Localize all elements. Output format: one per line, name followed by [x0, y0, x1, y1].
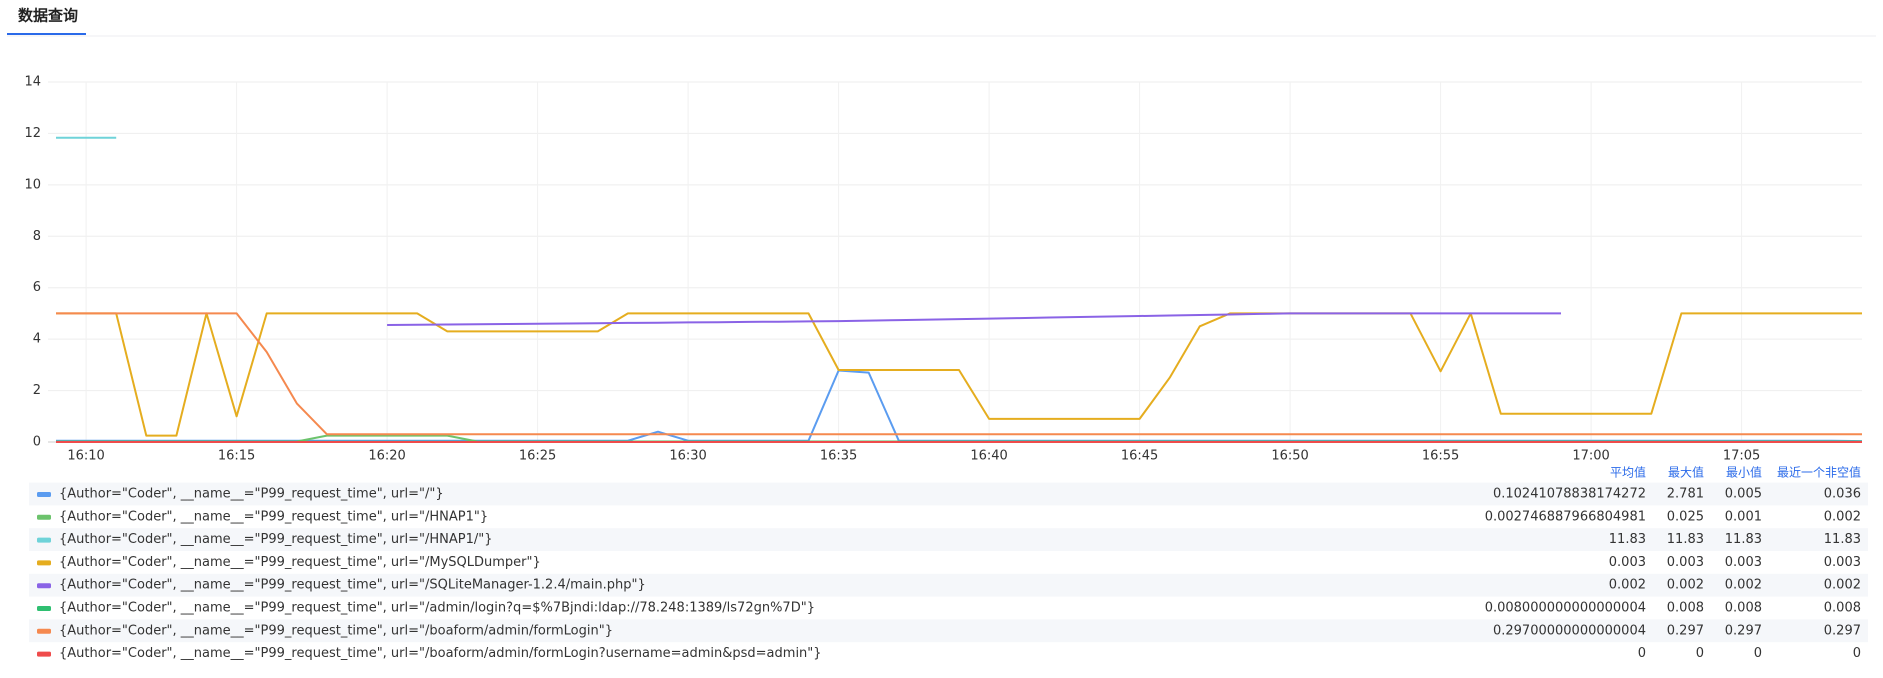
stat-value: 0.003	[1824, 555, 1861, 570]
legend-entry[interactable]: {Author="Coder", __name__="P99_request_t…	[59, 578, 646, 593]
y-tick-label: 8	[33, 229, 41, 244]
y-tick-label: 0	[33, 435, 41, 450]
stat-value: 0.29700000000000004	[1493, 623, 1646, 638]
row-background	[29, 619, 1868, 643]
stat-value: 0.297	[1824, 623, 1861, 638]
stat-value: 0.002	[1824, 509, 1861, 524]
stat-value: 11.83	[1824, 532, 1861, 547]
stat-value: 0.036	[1824, 487, 1861, 502]
stat-value: 0.297	[1725, 623, 1762, 638]
stat-value: 0	[1696, 646, 1704, 661]
stat-value: 0.008000000000000004	[1485, 601, 1646, 616]
stat-value: 2.781	[1667, 487, 1704, 502]
tab-underline	[7, 33, 86, 35]
stat-value: 11.83	[1667, 532, 1704, 547]
x-tick-label: 16:10	[67, 449, 104, 464]
legend-entry[interactable]: {Author="Coder", __name__="P99_request_t…	[59, 509, 488, 524]
y-tick-label: 6	[33, 280, 41, 295]
x-tick-label: 17:00	[1572, 449, 1609, 464]
y-tick-label: 4	[33, 332, 41, 347]
stat-value: 11.83	[1725, 532, 1762, 547]
y-tick-label: 14	[24, 75, 41, 90]
x-tick-label: 16:25	[519, 449, 556, 464]
row-background	[29, 482, 1868, 506]
legend-swatch	[37, 560, 51, 566]
x-tick-label: 16:15	[218, 449, 255, 464]
stat-value: 0.003	[1667, 555, 1704, 570]
stat-value: 0.001	[1725, 509, 1762, 524]
stat-value: 0.008	[1725, 601, 1762, 616]
column-header: 最近一个非空值	[1777, 465, 1861, 480]
x-tick-label: 16:55	[1422, 449, 1459, 464]
legend-entry[interactable]: {Author="Coder", __name__="P99_request_t…	[59, 487, 444, 502]
y-tick-label: 10	[24, 177, 41, 192]
row-background	[29, 528, 1868, 551]
stat-value: 0.008	[1824, 601, 1861, 616]
stat-value: 0.002	[1609, 578, 1646, 593]
column-header: 最大值	[1668, 465, 1704, 480]
tab-title[interactable]: 数据查询	[18, 7, 78, 25]
x-tick-label: 16:50	[1271, 449, 1308, 464]
stat-value: 0.002	[1667, 578, 1704, 593]
stat-value: 0.297	[1667, 623, 1704, 638]
x-tick-label: 16:20	[368, 449, 405, 464]
series-line	[387, 312, 1561, 326]
stat-value: 0.025	[1667, 509, 1704, 524]
y-tick-label: 2	[33, 383, 41, 398]
legend-swatch	[37, 537, 51, 543]
legend-swatch	[37, 606, 51, 611]
stat-value: 11.83	[1609, 532, 1646, 547]
legend-entry[interactable]: {Author="Coder", __name__="P99_request_t…	[59, 555, 541, 570]
x-tick-label: 16:40	[970, 449, 1007, 464]
x-tick-label: 16:30	[669, 449, 706, 464]
column-header: 最小值	[1726, 465, 1762, 480]
legend-swatch	[37, 514, 51, 520]
x-tick-label: 17:05	[1723, 449, 1760, 464]
stat-value: 0.10241078838174272	[1493, 487, 1646, 502]
stat-value: 0.002746887966804981	[1485, 509, 1646, 524]
stat-value: 0.002	[1824, 578, 1861, 593]
legend-swatch	[37, 583, 51, 589]
column-header: 平均值	[1610, 465, 1646, 480]
stat-value: 0	[1638, 646, 1646, 661]
series-line	[56, 312, 1862, 436]
legend-entry[interactable]: {Author="Coder", __name__="P99_request_t…	[59, 646, 822, 661]
legend-swatch	[37, 492, 51, 497]
legend-entry[interactable]: {Author="Coder", __name__="P99_request_t…	[59, 623, 613, 638]
stat-value: 0.005	[1725, 487, 1762, 502]
stat-value: 0.008	[1667, 601, 1704, 616]
row-background	[29, 573, 1868, 597]
stat-value: 0	[1853, 646, 1861, 661]
stat-value: 0.003	[1609, 555, 1646, 570]
x-tick-label: 16:35	[820, 449, 857, 464]
stat-value: 0.002	[1725, 578, 1762, 593]
stat-value: 0.003	[1725, 555, 1762, 570]
stat-value: 0	[1754, 646, 1762, 661]
x-tick-label: 16:45	[1121, 449, 1158, 464]
series-line	[56, 312, 1862, 437]
y-tick-label: 12	[24, 126, 41, 141]
legend-entry[interactable]: {Author="Coder", __name__="P99_request_t…	[59, 532, 493, 547]
legend-swatch	[37, 628, 51, 634]
legend-swatch	[37, 651, 51, 657]
legend-entry[interactable]: {Author="Coder", __name__="P99_request_t…	[59, 601, 815, 616]
